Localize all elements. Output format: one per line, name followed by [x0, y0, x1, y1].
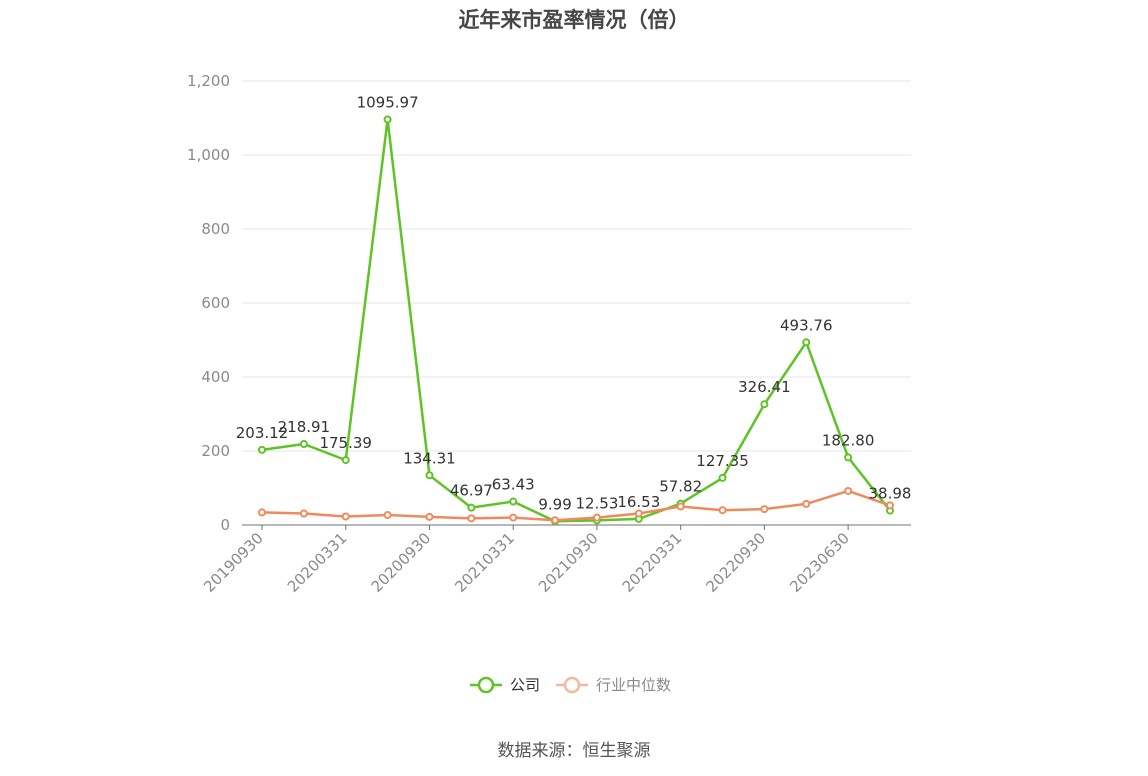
data-label: 218.91	[278, 418, 331, 436]
data-label: 127.35	[696, 452, 749, 470]
industry-point	[258, 508, 266, 517]
gridlines	[242, 80, 911, 452]
legend-marker	[477, 676, 495, 694]
industry-point	[718, 506, 727, 515]
industry-point	[886, 501, 894, 510]
company-point	[341, 456, 350, 465]
industry-point	[802, 499, 811, 508]
series	[258, 115, 894, 526]
industry-point	[760, 505, 769, 514]
data-label: 38.98	[869, 485, 912, 503]
x-tick-label: 20190930	[200, 529, 267, 596]
data-label: 182.80	[822, 431, 875, 449]
data-label: 175.39	[319, 434, 372, 452]
y-tick-label: 1,000	[187, 146, 230, 164]
series-line-company	[261, 118, 891, 523]
company-point	[258, 445, 266, 454]
industry-point	[592, 513, 601, 522]
data-label: 1095.97	[357, 93, 419, 111]
data-label: 63.43	[492, 476, 535, 494]
company-point	[299, 440, 308, 449]
x-tick-label: 20200331	[284, 529, 351, 596]
legend-industry-median: 行业中位数	[556, 676, 671, 694]
industry-point	[341, 512, 350, 521]
company-point	[802, 338, 811, 347]
industry-point	[676, 502, 685, 511]
x-tick-label: 20210331	[451, 529, 518, 596]
x-tick-label: 20230630	[786, 529, 853, 596]
y-tick-label: 600	[201, 294, 230, 312]
legend-company: 公司	[470, 676, 540, 694]
x-tick-label: 20220930	[703, 529, 770, 596]
industry-point	[509, 513, 518, 522]
data-label: 46.97	[450, 482, 493, 500]
company-point	[718, 473, 727, 482]
industry-point	[844, 486, 853, 495]
y-tick-label: 1,200	[187, 72, 230, 90]
y-tick-label: 0	[220, 516, 230, 534]
y-tick-label: 200	[201, 442, 230, 460]
industry-point	[551, 516, 560, 525]
legend-label: 公司	[510, 676, 540, 694]
data-label: 9.99	[538, 495, 571, 513]
legend-label: 行业中位数	[596, 676, 671, 694]
company-point	[425, 471, 434, 480]
data-label: 134.31	[403, 449, 456, 467]
data-label: 57.82	[659, 478, 702, 496]
data-label: 12.53	[575, 494, 618, 512]
y-tick-label: 800	[201, 220, 230, 238]
x-tick-label: 20220331	[619, 529, 686, 596]
data-label: 16.53	[617, 493, 660, 511]
x-tick-label: 20200930	[368, 529, 435, 596]
series-line-industry-median	[261, 489, 891, 522]
company-point	[383, 115, 392, 124]
industry-point	[425, 512, 434, 521]
data-label: 203.12	[236, 424, 289, 442]
data-source-note: 数据来源：恒生聚源	[497, 741, 651, 761]
y-tick-label: 400	[201, 368, 230, 386]
company-point	[509, 497, 518, 506]
industry-point	[634, 509, 643, 518]
legend-marker	[563, 676, 581, 694]
legend: 公司 行业中位数	[470, 676, 671, 694]
company-point	[760, 400, 769, 409]
industry-point	[299, 509, 308, 518]
data-label: 326.41	[738, 378, 791, 396]
data-label: 493.76	[780, 316, 833, 334]
chart-title: 近年来市盈率情况（倍）	[458, 8, 690, 32]
x-tick-label: 20210930	[535, 529, 602, 596]
industry-point	[467, 514, 476, 523]
company-point	[844, 453, 853, 462]
industry-point	[383, 511, 392, 520]
company-point	[467, 503, 476, 512]
